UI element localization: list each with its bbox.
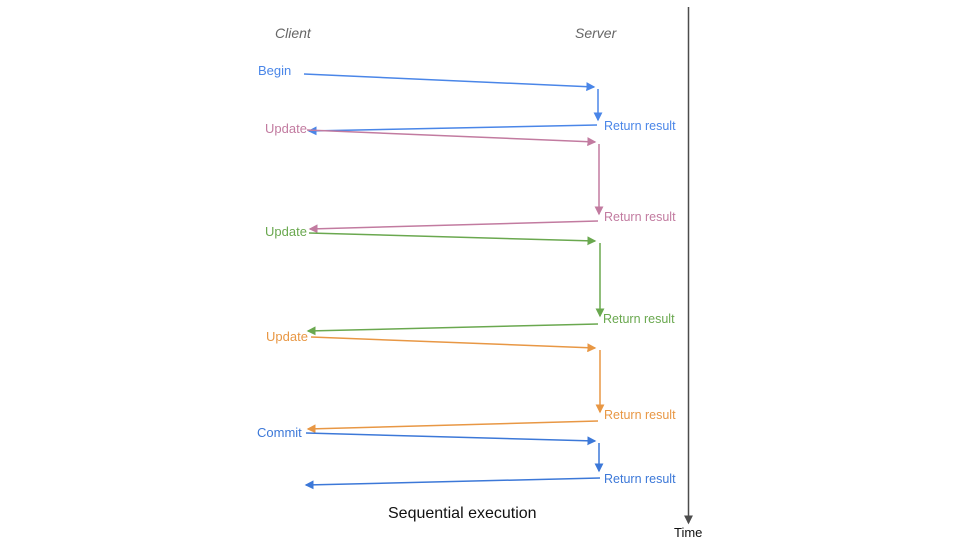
message-label-update-1: Update [265,121,307,136]
return-arrow [304,477,601,490]
message-label-begin-0: Begin [258,63,292,78]
time-axis-label: Time [674,525,703,540]
message-label-update-3: Update [266,329,308,344]
return-arrow [306,323,599,336]
message-label-commit-4: Commit [257,425,302,440]
request-arrow [308,232,597,246]
return-result-label-3: Return result [604,408,676,422]
request-arrow [305,432,597,446]
return-result-label-1: Return result [604,210,676,224]
client-lane-header: Client [275,25,311,41]
message-label-update-2: Update [265,224,307,239]
server-lane-header: Server [575,25,617,41]
request-arrow [303,73,596,92]
return-result-label-2: Return result [603,312,675,326]
diagram-title: Sequential execution [388,505,537,522]
request-arrow [306,129,597,147]
return-arrow [306,420,599,434]
return-result-label-0: Return result [604,119,676,133]
return-arrow [308,220,599,234]
return-arrow [307,124,598,136]
request-arrow [310,336,597,353]
return-result-label-4: Return result [604,472,676,486]
